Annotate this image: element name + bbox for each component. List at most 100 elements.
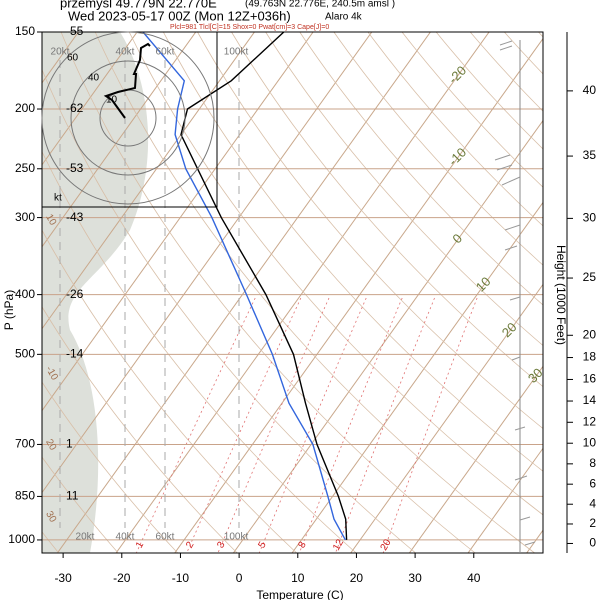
hodograph-label: 10 — [106, 95, 118, 106]
mixing-ratio-line — [186, 297, 302, 553]
hodograph-trace — [103, 42, 151, 119]
dry-adiabat — [42, 381, 179, 553]
y-tick-label: 400 — [15, 287, 35, 301]
dry-adiabat — [435, 32, 543, 150]
x-tick-label: 30 — [408, 571, 422, 585]
adiabat-label: 10 — [43, 212, 58, 228]
shading — [42, 32, 149, 553]
wind-scale-label: 20kt — [51, 47, 70, 58]
isotherm-label: -10 — [445, 145, 469, 169]
chart-subtitle: Wed 2023-05-17 00Z (Mon 12Z+036h) — [68, 8, 291, 23]
isotherm — [42, 32, 197, 248]
isotherm-label: 10 — [473, 274, 494, 295]
level-temperature: -55 — [66, 24, 84, 38]
plot-frame — [41, 31, 544, 554]
y-tick-label: 1000 — [8, 532, 35, 546]
y2-tick-label: 30 — [583, 211, 597, 225]
adiabat-label: 20 — [43, 437, 58, 453]
y2-tick-label: 18 — [583, 350, 597, 364]
y2-tick-label: 4 — [589, 496, 596, 510]
dry-adiabat — [128, 32, 543, 516]
isotherm — [42, 32, 373, 494]
isotherm — [56, 32, 432, 553]
profile-line — [180, 32, 348, 540]
x-tick-label: 40 — [467, 571, 481, 585]
mixing-ratio-label: 20 — [379, 537, 394, 553]
dry-adiabat — [162, 32, 543, 472]
dry-adiabat — [333, 32, 543, 266]
level-temperature: -53 — [66, 161, 84, 175]
chart-title: przemysl 49.779N 22.770E — [60, 0, 217, 10]
level-temperature: 11 — [66, 489, 79, 503]
dry-adiabat — [42, 456, 119, 553]
hodograph-ring — [70, 60, 186, 176]
hodograph-ring — [41, 31, 215, 205]
y2-tick-label: 10 — [583, 435, 597, 449]
y2-axis-label: Height (1000 Feet) — [554, 245, 568, 345]
isotherm — [174, 37, 543, 553]
y-tick-label: 250 — [15, 161, 35, 175]
dry-adiabat — [299, 32, 543, 306]
model-label: Alaro 4k — [325, 12, 363, 23]
mixing-ratio-label: 5 — [256, 540, 269, 551]
y2-tick-label: 12 — [583, 414, 597, 428]
wind-scale-label: 40kt — [116, 47, 135, 58]
y2-tick-label: 40 — [583, 83, 597, 97]
hodograph: 60 40 10 kt — [41, 31, 218, 208]
mixing-ratio-line — [258, 297, 367, 553]
y-tick-label: 700 — [15, 437, 35, 451]
profile-line — [142, 32, 347, 541]
dry-adiabat — [42, 68, 417, 553]
adiabat-label: 30 — [43, 509, 58, 525]
isotherm — [467, 447, 543, 553]
mixing-ratio-line — [335, 297, 435, 553]
mixing-ratio-label: 3 — [215, 540, 228, 551]
wind-barbs — [494, 40, 536, 553]
y-tick-label: 300 — [15, 210, 35, 224]
dry-adiabat — [42, 306, 238, 553]
x-tick-label: -20 — [113, 571, 131, 585]
mixing-ratio-label: 8 — [296, 540, 309, 551]
dry-adiabat — [265, 32, 543, 347]
y2-tick-label: 0 — [589, 536, 596, 550]
location-note: (49.763N 22.776E, 240.5m amsl ) — [245, 0, 395, 10]
dry-adiabat — [503, 32, 543, 75]
dry-adiabat — [367, 32, 543, 227]
dry-adiabat — [231, 32, 543, 388]
dry-adiabat — [94, 32, 536, 553]
y2-tick-label: 6 — [589, 476, 596, 490]
dry-adiabat — [197, 32, 543, 430]
isotherm — [42, 32, 138, 166]
dry-adiabat — [42, 150, 357, 553]
mixing-ratio-label: 2 — [184, 540, 197, 551]
hodograph-label: 60 — [67, 53, 79, 64]
dry-adiabat — [60, 32, 476, 553]
x-tick-label: -30 — [54, 571, 72, 585]
isotherm — [115, 32, 490, 553]
hodograph-unit: kt — [54, 193, 62, 204]
x-tick-label: -10 — [172, 571, 190, 585]
isotherm — [232, 119, 543, 553]
y-tick-label: 500 — [15, 347, 35, 361]
y2-tick-label: 25 — [583, 270, 597, 284]
y2-tick-label: 14 — [583, 393, 597, 407]
isotherm — [42, 32, 256, 330]
mixing-ratio-label: 1 — [134, 540, 147, 551]
mixing-ratio-label: 12 — [331, 537, 346, 553]
indices: Plcl=981 Tlcl[C]=15 Shox=0 Pwat[cm]=3 Ca… — [170, 24, 329, 31]
level-temperature: -14 — [66, 347, 84, 361]
mixing-ratio-line — [382, 297, 478, 553]
y2-tick-label: 2 — [589, 516, 596, 530]
x-axis-label: Temperature (C) — [256, 588, 343, 600]
y-axis-label: P (hPa) — [2, 290, 16, 330]
wind-scale-label: 60kt — [156, 532, 175, 543]
y2-tick-label: 20 — [583, 327, 597, 341]
y2-tick-label: 35 — [583, 148, 597, 162]
y-tick-label: 150 — [15, 24, 35, 38]
y-tick-label: 200 — [15, 101, 35, 115]
mixing-ratio-line — [298, 297, 403, 553]
isotherm-label: -20 — [445, 63, 469, 87]
plot-area — [42, 32, 543, 553]
isotherm — [42, 32, 314, 412]
wind-scale-label: 60kt — [156, 47, 175, 58]
